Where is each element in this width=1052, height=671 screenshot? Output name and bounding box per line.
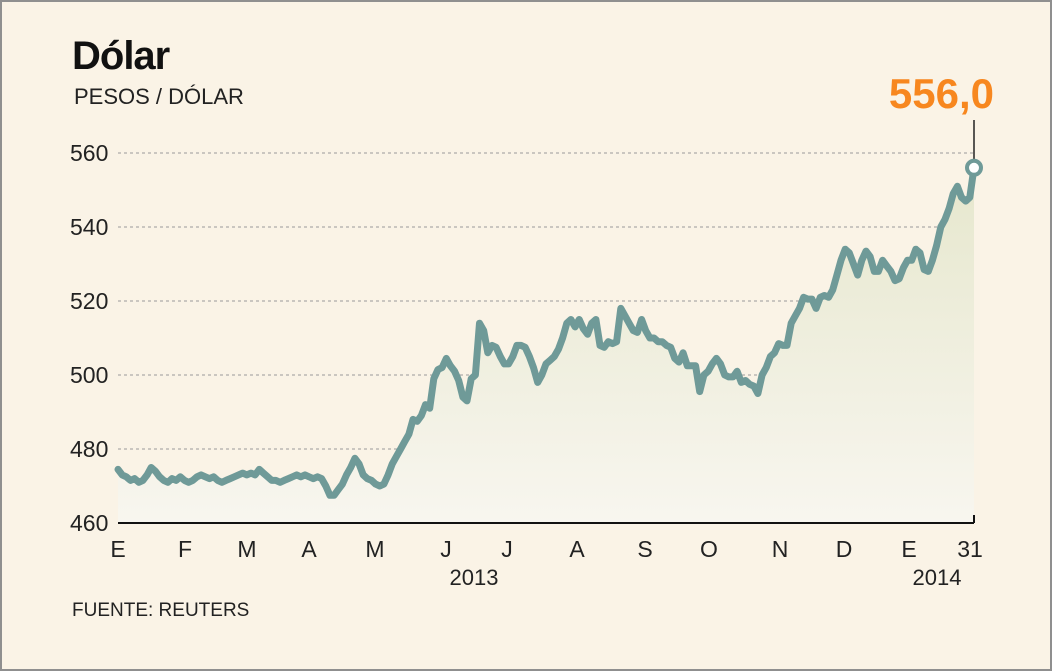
x-tick-label: N — [772, 536, 789, 562]
x-tick-label: M — [237, 536, 256, 562]
x-tick-label: E — [901, 536, 916, 562]
last-value-label: 556,0 — [889, 70, 994, 117]
series-area — [118, 167, 974, 524]
y-tick-label: 500 — [70, 362, 108, 388]
x-tick-label: A — [569, 536, 585, 562]
last-value-dot — [965, 158, 983, 177]
series-line — [114, 164, 978, 499]
y-tick-label: 560 — [70, 140, 108, 166]
chart-subtitle: PESOS / DÓLAR — [74, 84, 244, 109]
year-label: 2014 — [913, 565, 962, 590]
year-label: 2013 — [450, 565, 499, 590]
x-tick-label: J — [501, 536, 513, 562]
last-value-marker — [965, 120, 983, 177]
chart-title: Dólar — [72, 34, 170, 78]
x-tick-label: F — [178, 536, 192, 562]
y-tick-label: 540 — [70, 214, 108, 240]
x-tick-label: E — [110, 536, 125, 562]
x-tick-label: O — [700, 536, 718, 562]
chart-source: FUENTE: REUTERS — [72, 600, 250, 621]
x-tick-label: J — [440, 536, 452, 562]
x-tick-label: S — [637, 536, 652, 562]
x-tick-label: 31 — [957, 536, 983, 562]
y-tick-label: 480 — [70, 436, 108, 462]
axes — [118, 515, 975, 524]
x-tick-label: A — [301, 536, 317, 562]
x-tick-label: M — [365, 536, 384, 562]
x-tick-label: D — [836, 536, 853, 562]
y-tick-label: 460 — [70, 510, 108, 536]
y-tick-label: 520 — [70, 288, 108, 314]
